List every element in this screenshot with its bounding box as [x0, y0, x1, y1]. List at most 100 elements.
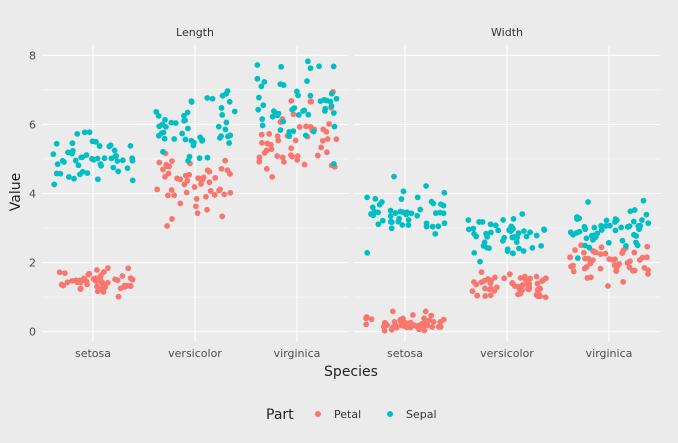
data-point — [636, 226, 642, 233]
data-point — [127, 275, 134, 282]
data-point — [182, 136, 189, 143]
data-point — [225, 133, 231, 140]
data-point — [375, 209, 382, 216]
data-point — [400, 315, 406, 322]
data-point — [94, 267, 100, 273]
data-point — [388, 225, 395, 232]
data-point — [264, 140, 271, 147]
data-point — [211, 192, 218, 198]
data-point — [639, 217, 645, 223]
data-point — [501, 234, 508, 241]
legend-entry-sepal: Sepal — [387, 408, 437, 421]
data-point — [422, 308, 429, 315]
data-point — [127, 283, 134, 289]
data-point — [125, 265, 132, 272]
data-point — [612, 227, 619, 234]
data-point — [75, 162, 82, 169]
data-point — [259, 116, 266, 122]
data-point — [330, 160, 337, 167]
data-point — [303, 123, 309, 130]
data-point — [529, 244, 536, 251]
data-point — [512, 283, 518, 289]
data-point — [301, 107, 308, 114]
data-point — [204, 167, 211, 174]
data-point — [583, 235, 590, 242]
data-point — [523, 233, 530, 240]
data-point — [169, 216, 175, 222]
data-point — [280, 82, 287, 89]
data-point — [307, 65, 314, 72]
data-point — [389, 308, 396, 315]
data-point — [288, 145, 295, 152]
legend-label: Sepal — [406, 408, 437, 421]
data-point — [318, 144, 325, 151]
data-point — [104, 279, 111, 286]
data-point — [330, 110, 337, 116]
data-point — [634, 242, 641, 249]
data-point — [110, 164, 117, 171]
data-point — [613, 266, 620, 273]
data-point — [254, 62, 261, 68]
data-point — [616, 260, 623, 267]
data-point — [598, 222, 604, 229]
data-point — [387, 213, 394, 220]
data-point — [162, 123, 169, 130]
data-point — [168, 187, 175, 193]
data-point — [96, 143, 103, 149]
data-point — [414, 194, 421, 201]
data-point — [587, 274, 594, 281]
data-point — [277, 127, 284, 133]
data-point — [441, 220, 448, 227]
data-point — [375, 221, 382, 228]
data-point — [54, 161, 61, 168]
data-point — [631, 267, 638, 274]
data-point — [627, 208, 634, 215]
data-point — [363, 314, 370, 320]
series-sepal — [364, 173, 652, 265]
data-point — [188, 98, 195, 105]
data-point — [487, 292, 494, 299]
data-point — [94, 283, 100, 290]
data-point — [212, 174, 219, 181]
data-point — [274, 133, 281, 140]
data-point — [196, 155, 203, 162]
data-point — [50, 151, 57, 158]
data-point — [158, 130, 165, 137]
data-point — [626, 264, 633, 271]
data-point — [256, 94, 262, 101]
data-point — [387, 207, 394, 214]
data-point — [256, 158, 263, 165]
y-axis-title: Value — [8, 173, 24, 211]
series-sepal — [50, 58, 340, 188]
data-point — [301, 161, 308, 168]
data-point — [94, 176, 101, 183]
data-point — [266, 131, 273, 137]
data-point — [194, 210, 201, 217]
data-point — [533, 232, 540, 239]
data-point — [286, 133, 293, 140]
data-point — [156, 159, 163, 166]
legend: Part Petal Sepal — [266, 407, 437, 423]
data-point — [65, 174, 72, 180]
data-point — [429, 223, 436, 230]
data-point — [222, 157, 229, 164]
data-point — [199, 137, 206, 143]
data-point — [85, 271, 92, 278]
data-point — [541, 227, 548, 234]
data-point — [440, 316, 447, 323]
data-point — [574, 214, 580, 220]
data-point — [426, 317, 433, 324]
data-point — [224, 167, 231, 174]
legend-title: Part — [266, 407, 294, 423]
data-point — [105, 265, 111, 271]
data-point — [618, 224, 625, 231]
data-point — [292, 137, 299, 144]
data-point — [521, 228, 527, 234]
data-point — [619, 250, 626, 257]
data-point — [181, 117, 187, 124]
x-tick-label: versicolor — [168, 347, 222, 360]
data-point — [204, 95, 211, 101]
data-point — [305, 111, 312, 118]
x-tick-label: setosa — [75, 347, 111, 360]
